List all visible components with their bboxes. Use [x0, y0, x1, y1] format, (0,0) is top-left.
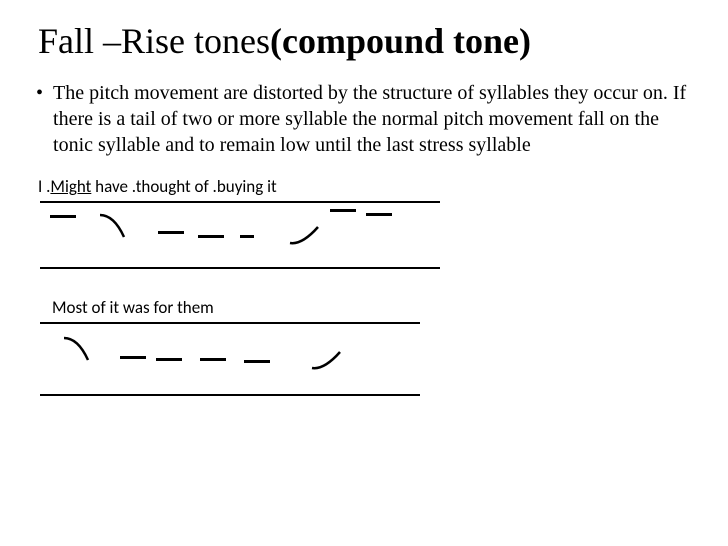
rise-curve-icon: [288, 223, 324, 249]
example2-staff: [40, 322, 420, 396]
bullet-text: The pitch movement are distorted by the …: [53, 80, 698, 158]
staff-bottom-line: [40, 267, 440, 269]
slide-title: Fall –Rise tones(compound tone): [38, 20, 698, 62]
fall-curve-icon: [98, 211, 132, 241]
rise-curve-icon: [310, 348, 346, 374]
bullet-marker: •: [36, 80, 43, 158]
example1-w1: I .: [38, 176, 50, 197]
example2-words: Most of it was for them: [52, 297, 698, 318]
staff-top-line: [40, 201, 440, 203]
example1-w2: Might: [50, 176, 91, 197]
staff-top-line: [40, 322, 420, 324]
example1-staff: [40, 201, 440, 269]
pitch-dash: [330, 209, 356, 212]
pitch-dash: [198, 235, 224, 238]
fall-curve-icon: [62, 334, 96, 364]
pitch-dash: [366, 213, 392, 216]
pitch-dash: [200, 358, 226, 361]
pitch-dash: [120, 356, 146, 359]
pitch-dash: [244, 360, 270, 363]
example1-w3: have .thought of .buying it: [91, 176, 276, 197]
title-suffix: (compound tone): [270, 21, 531, 61]
example1-words: I .Might have .thought of .buying it: [38, 176, 698, 197]
pitch-dash-short: [240, 235, 254, 238]
title-prefix: Fall –Rise tones: [38, 21, 270, 61]
pitch-dash: [50, 215, 76, 218]
staff-bottom-line: [40, 394, 420, 396]
bullet-paragraph: • The pitch movement are distorted by th…: [34, 80, 698, 158]
pitch-dash: [156, 358, 182, 361]
pitch-dash: [158, 231, 184, 234]
